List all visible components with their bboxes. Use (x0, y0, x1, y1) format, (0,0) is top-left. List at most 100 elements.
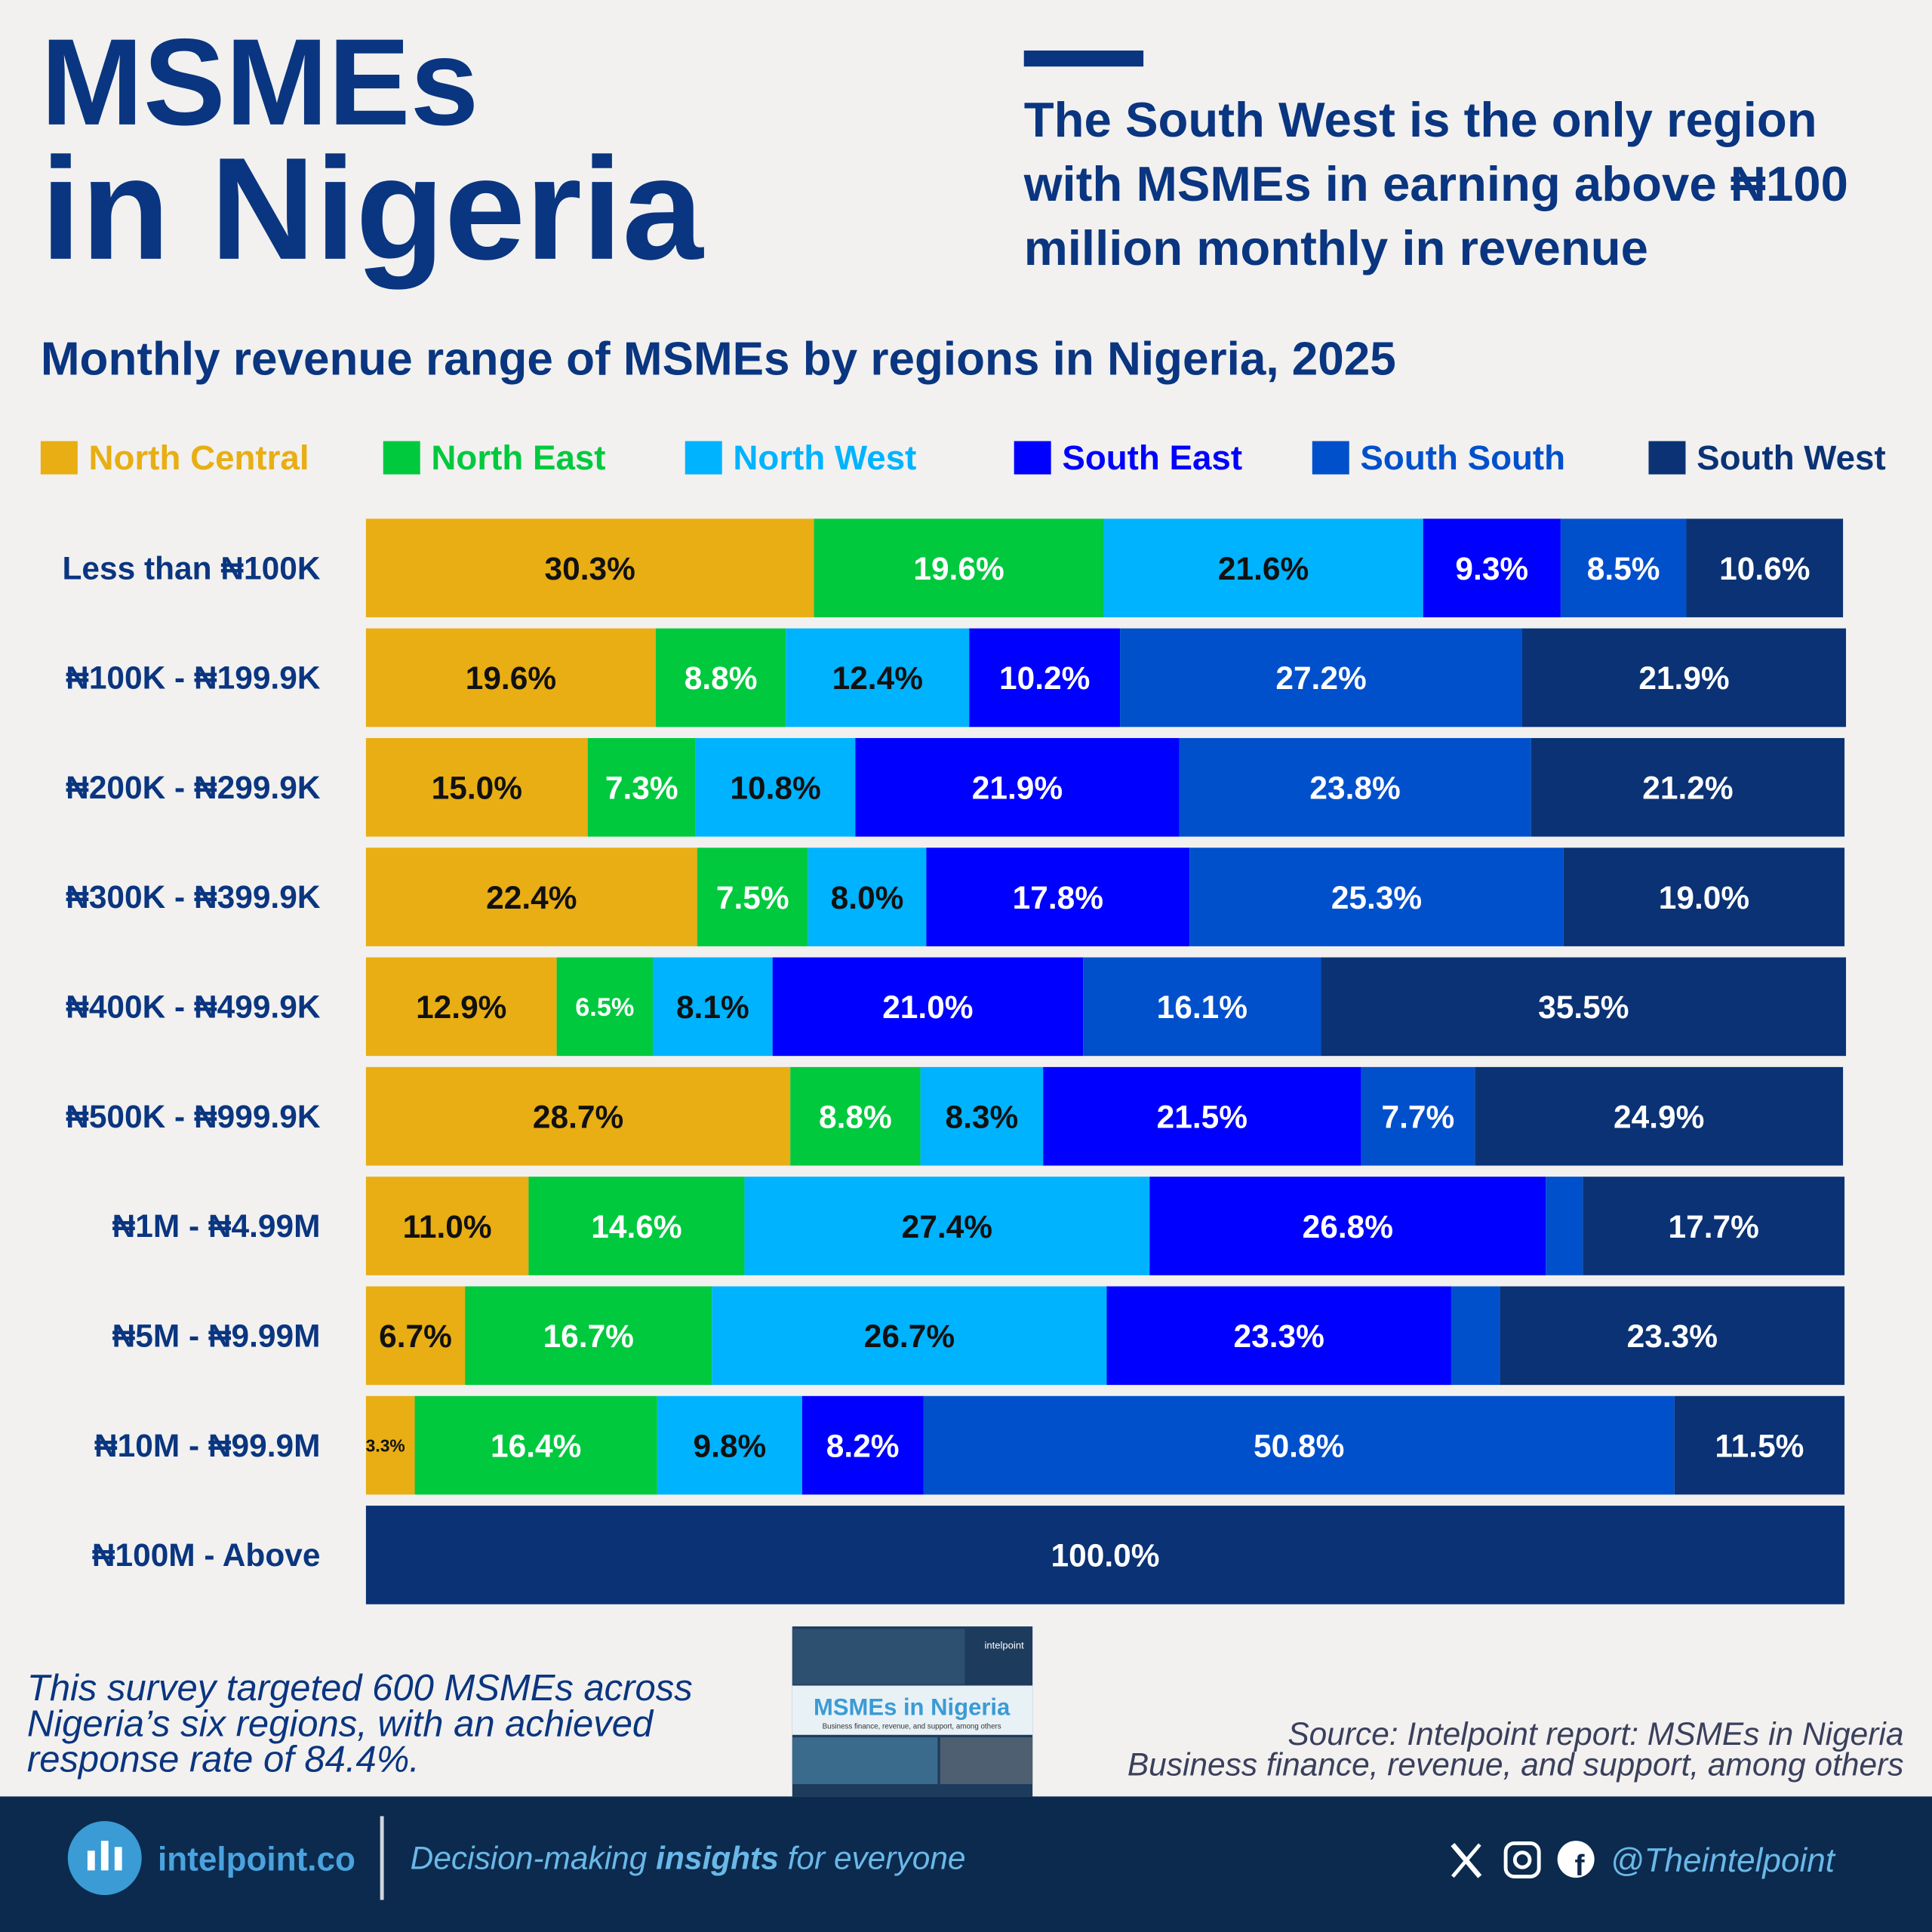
bar-segment (655, 628, 786, 728)
bar-segment (1361, 1066, 1475, 1166)
thumbnail-title: MSMEs in Nigeria (814, 1694, 1011, 1721)
svg-text:f: f (1575, 1850, 1586, 1882)
bar-segment (1083, 957, 1321, 1057)
bar-segment (1043, 1066, 1361, 1166)
bar-segment (1546, 1177, 1583, 1275)
bar-segment (1583, 1177, 1845, 1275)
value-label: 25.3% (1331, 880, 1422, 915)
facebook-icon[interactable]: f (1557, 1841, 1595, 1882)
chart: North Central North East North West South E… (40, 438, 1886, 1604)
footer-handle[interactable]: @Theintelpoint (1611, 1842, 1836, 1879)
legend-label: South East (1062, 438, 1242, 477)
bar-segment (695, 737, 856, 837)
thumbnail-photo (792, 1737, 938, 1785)
value-label: 9.3% (1455, 551, 1528, 586)
footer-bar (0, 1796, 1932, 1932)
bar-segment (923, 1395, 1675, 1495)
value-label: 21.5% (1157, 1099, 1247, 1134)
bar-segment (790, 1066, 921, 1166)
value-label: 30.3% (545, 551, 635, 586)
footer-brand: intelpoint.co (158, 1841, 355, 1878)
logo-bar (114, 1847, 122, 1871)
value-label: 21.0% (882, 989, 973, 1025)
thumbnail-brand: intelpoint (984, 1639, 1024, 1651)
value-label: 7.3% (605, 771, 678, 806)
title-line: in Nigeria (41, 128, 705, 290)
bar-segment (801, 1395, 924, 1495)
value-label: 12.4% (832, 660, 923, 696)
bar-segment (365, 518, 814, 617)
value-label: 26.8% (1303, 1209, 1393, 1244)
bar-segment (1451, 1286, 1500, 1386)
bar-segment (920, 1066, 1044, 1166)
legend-swatch (40, 441, 78, 475)
value-label: 21.2% (1642, 771, 1733, 806)
y-tick-label: ₦300K - ₦399.9K (66, 879, 321, 915)
value-label: 50.8% (1254, 1428, 1344, 1463)
value-label: 8.8% (819, 1099, 892, 1134)
source-line: Source: Intelpoint report: MSMEs in Nige… (1287, 1716, 1903, 1752)
y-tick-label: ₦1M - ₦4.99M (112, 1208, 321, 1244)
value-label: 21.9% (972, 771, 1063, 806)
bar-segment (1500, 1286, 1845, 1386)
bar-segment (1189, 848, 1564, 946)
value-label: 27.4% (902, 1209, 992, 1244)
value-label: 17.8% (1013, 880, 1103, 915)
bar-segment (1475, 1066, 1844, 1166)
bar-segment (365, 1066, 791, 1166)
y-tick-label: ₦400K - ₦499.9K (66, 989, 321, 1025)
bar-segment (365, 957, 557, 1057)
thumbnail-photo (792, 1629, 965, 1684)
legend-label: South West (1697, 438, 1886, 477)
bar-segment (414, 1395, 657, 1495)
y-tick-label: ₦100K - ₦199.9K (66, 660, 321, 696)
bar-segment (365, 848, 697, 946)
legend-label: North West (733, 438, 916, 477)
bar-segment (744, 1177, 1150, 1275)
value-label: 22.4% (486, 880, 577, 915)
value-label: 17.7% (1669, 1209, 1759, 1244)
value-label: 10.6% (1719, 551, 1810, 586)
note-line: response rate of 84.4%. (27, 1740, 420, 1780)
bar-segment (365, 1286, 466, 1386)
bar-segment (772, 957, 1084, 1057)
thumbnail-band (792, 1685, 1033, 1735)
note-line: Nigeria’s six regions, with an achieved (27, 1703, 654, 1744)
bar-segment (587, 737, 696, 837)
bar-segment (1106, 1286, 1451, 1386)
bar-segment (1103, 518, 1423, 617)
title-line: MSMEs (41, 13, 479, 151)
value-label: 7.7% (1381, 1099, 1454, 1134)
value-label: 21.6% (1218, 551, 1309, 586)
tagline-part: insights (656, 1841, 779, 1876)
value-label: 14.6% (591, 1209, 681, 1244)
y-tick-label: ₦5M - ₦9.99M (112, 1318, 321, 1353)
y-tick-label: ₦100M - Above (92, 1537, 321, 1573)
thumbnail-photo (940, 1737, 1033, 1785)
value-label: 9.8% (693, 1428, 766, 1463)
legend-label: North Central (89, 438, 309, 477)
value-label: 35.5% (1538, 989, 1629, 1025)
headline-line: million monthly in revenue (1024, 220, 1648, 275)
y-tick-label: ₦10M - ₦99.9M (94, 1428, 321, 1463)
tagline-part: Decision-making (411, 1841, 656, 1876)
value-label: 19.6% (913, 551, 1004, 586)
value-label: 16.4% (491, 1428, 581, 1463)
legend-swatch (1014, 441, 1051, 475)
bar-segment (786, 628, 970, 728)
value-label: 23.3% (1234, 1318, 1324, 1354)
value-label: 8.5% (1587, 551, 1660, 586)
bar-segment (1521, 628, 1847, 728)
value-label: 6.5% (575, 993, 634, 1022)
value-label: 19.0% (1659, 880, 1749, 915)
bar-segment (1179, 737, 1531, 837)
instagram-icon[interactable] (1503, 1841, 1541, 1878)
value-label: 11.5% (1715, 1428, 1804, 1463)
bar-segment (855, 737, 1180, 837)
headline-line: with MSMEs in earning above ₦100 (1023, 156, 1848, 211)
value-label: 10.8% (730, 771, 820, 806)
y-tick-label: ₦200K - ₦299.9K (66, 770, 321, 805)
x-icon[interactable] (1451, 1842, 1482, 1878)
legend-swatch (1312, 441, 1349, 475)
value-label: 6.7% (379, 1318, 452, 1354)
